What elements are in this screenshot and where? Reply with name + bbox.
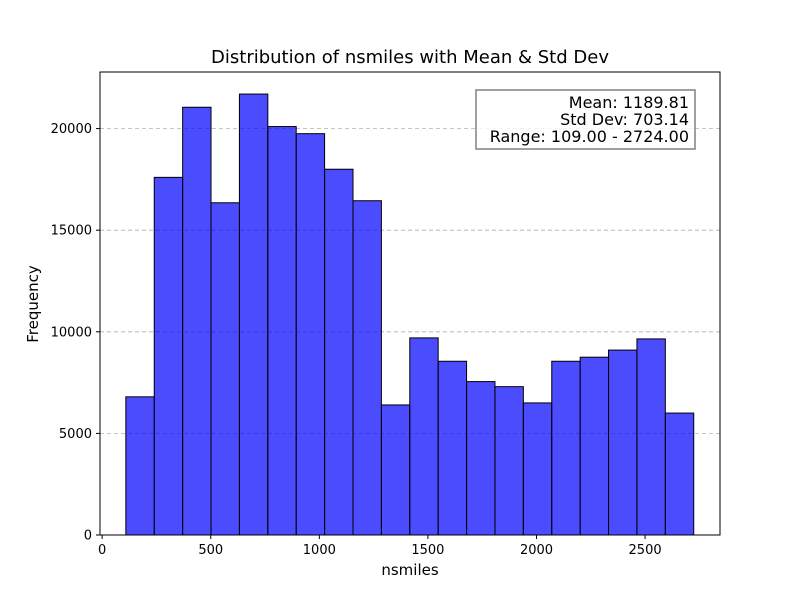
- histogram-bar: [466, 381, 496, 536]
- y-tick-label: 20000: [51, 122, 92, 137]
- histogram-bar: [437, 360, 468, 536]
- x-tick-label: 0: [98, 543, 106, 558]
- stat-range: Range: 109.00 - 2724.00: [490, 127, 689, 146]
- stat-std-dev: Std Dev: 703.14: [560, 110, 689, 129]
- histogram-bar: [238, 93, 269, 536]
- histogram-bar: [295, 133, 326, 536]
- y-tick-label: 15000: [51, 224, 92, 239]
- histogram-bar: [494, 386, 524, 536]
- histogram-bar: [324, 168, 354, 536]
- x-tick-label: 1000: [303, 543, 336, 558]
- histogram-bars: [125, 93, 695, 536]
- y-axis-label: Frequency: [24, 265, 42, 343]
- stats-box-frame: [475, 89, 696, 150]
- histogram-bar: [352, 200, 382, 536]
- histogram-bar: [522, 402, 553, 536]
- chart-title: Distribution of nsmiles with Mean & Std …: [211, 47, 609, 68]
- x-axis-ticks: 0 500 1000 1500 2000 2500: [98, 535, 662, 558]
- x-axis-label: nsmiles: [381, 561, 438, 579]
- x-tick-label: 1500: [411, 543, 444, 558]
- histogram-bar: [636, 338, 666, 536]
- histogram-bar: [153, 176, 184, 536]
- histogram-bar: [267, 126, 297, 536]
- stats-box: Mean: 1189.81 Std Dev: 703.14 Range: 109…: [475, 89, 696, 150]
- plot-frame: [99, 71, 721, 536]
- histogram-bar: [210, 202, 240, 536]
- x-tick-label: 2000: [520, 543, 553, 558]
- y-tick-label: 10000: [51, 325, 92, 340]
- y-tick-label: 5000: [59, 427, 92, 442]
- stat-mean: Mean: 1189.81: [569, 93, 689, 112]
- y-axis-ticks: 0 5000 10000 15000 20000: [51, 122, 100, 544]
- y-tick-label: 0: [84, 529, 92, 544]
- histogram-bar: [125, 396, 155, 536]
- histogram-bar: [409, 337, 439, 536]
- histogram-bar: [664, 412, 695, 536]
- histogram-bar: [608, 349, 638, 536]
- histogram-bar: [182, 106, 212, 536]
- x-tick-label: 500: [198, 543, 223, 558]
- histogram-bar: [579, 356, 610, 536]
- histogram-bar: [380, 404, 411, 536]
- histogram-bar: [551, 360, 581, 536]
- x-tick-label: 2500: [629, 543, 662, 558]
